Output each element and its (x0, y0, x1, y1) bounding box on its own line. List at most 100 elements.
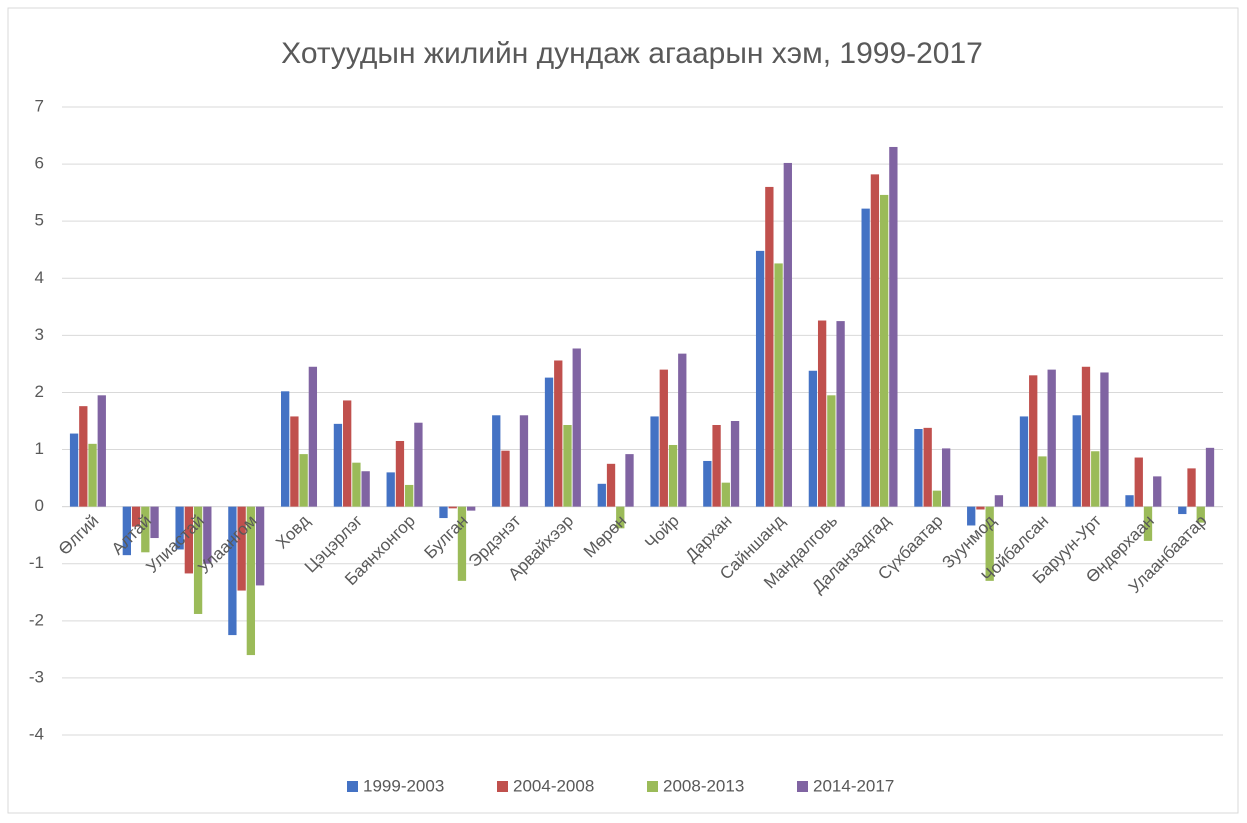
y-tick-label: 4 (35, 268, 44, 287)
legend-label: 1999-2003 (363, 776, 444, 795)
legend-swatch (347, 781, 358, 792)
bar (1100, 372, 1109, 507)
y-tick-label: 6 (35, 154, 44, 173)
legend-label: 2014-2017 (813, 776, 894, 795)
bar (281, 391, 290, 507)
bar (1072, 415, 1081, 507)
bar (985, 506, 994, 581)
bar (175, 506, 184, 550)
bar (563, 424, 572, 507)
bar (730, 421, 740, 507)
bar (193, 506, 203, 614)
bar (448, 506, 457, 509)
bar (467, 506, 476, 511)
bar (941, 448, 951, 507)
bar (414, 422, 423, 507)
y-tick-label: -2 (29, 610, 44, 629)
y-tick-label: 7 (35, 96, 44, 115)
bar (861, 208, 870, 507)
bar (967, 506, 976, 526)
bar (606, 463, 616, 507)
bar (97, 395, 106, 507)
bar (625, 454, 634, 507)
chart-title: Хотуудын жилийн дундаж агаарын хэм, 1999… (281, 37, 983, 70)
bar (914, 428, 923, 507)
bar (492, 415, 501, 507)
bar (343, 400, 352, 507)
bar (203, 506, 212, 564)
bar (554, 360, 563, 507)
bar (879, 194, 889, 507)
bar (69, 433, 79, 507)
bar (228, 506, 237, 636)
bar (1081, 366, 1091, 507)
bar (659, 369, 668, 507)
y-tick-label: 5 (35, 211, 44, 230)
bar (246, 506, 256, 656)
y-tick-label: -4 (29, 724, 44, 743)
bar (1019, 416, 1029, 507)
bar (808, 370, 818, 507)
bar (333, 423, 343, 507)
bar (1125, 495, 1134, 507)
bar (994, 495, 1004, 507)
bar (755, 250, 765, 507)
bar (395, 440, 405, 507)
bar (308, 366, 318, 507)
bar (1153, 476, 1162, 507)
legend-label: 2008-2013 (663, 776, 744, 795)
bar (1091, 451, 1100, 507)
bar (597, 483, 606, 507)
bar (678, 353, 687, 507)
bar (544, 377, 554, 507)
bar (923, 427, 932, 507)
bar (141, 506, 150, 553)
bar (1196, 506, 1205, 523)
bar (1047, 369, 1056, 507)
bar (122, 506, 132, 556)
bar (783, 162, 792, 507)
bar (765, 186, 774, 507)
y-tick-label: 2 (35, 382, 44, 401)
bar (1134, 457, 1143, 507)
bar (405, 484, 414, 507)
bar (817, 320, 827, 507)
bar (1038, 456, 1047, 507)
bar (870, 174, 880, 507)
bar (1029, 375, 1038, 507)
bar (299, 454, 308, 507)
bar (501, 450, 510, 507)
bar (439, 506, 448, 519)
bar (79, 406, 88, 507)
bar (519, 415, 529, 507)
bar (1187, 468, 1196, 507)
bar (668, 444, 678, 507)
bar (616, 506, 625, 529)
bar (721, 482, 730, 507)
bar (237, 506, 246, 591)
bar (131, 506, 141, 527)
bar (889, 146, 898, 507)
bar (703, 460, 712, 507)
bar (836, 321, 845, 507)
bar (386, 472, 395, 507)
y-tick-label: 3 (35, 325, 44, 344)
legend-label: 2004-2008 (513, 776, 594, 795)
legend-swatch (797, 781, 808, 792)
bar (352, 462, 361, 507)
bar (1143, 506, 1153, 541)
bar (572, 348, 581, 507)
bar (827, 395, 836, 507)
bar (88, 443, 97, 507)
legend-swatch (497, 781, 508, 792)
bar (255, 506, 265, 586)
bar (1205, 447, 1215, 507)
y-tick-label: -3 (29, 667, 44, 686)
bar (457, 506, 467, 581)
bar (361, 471, 370, 507)
bar (774, 263, 783, 507)
bar (976, 506, 985, 510)
bar (290, 416, 299, 507)
bar (1178, 506, 1187, 515)
